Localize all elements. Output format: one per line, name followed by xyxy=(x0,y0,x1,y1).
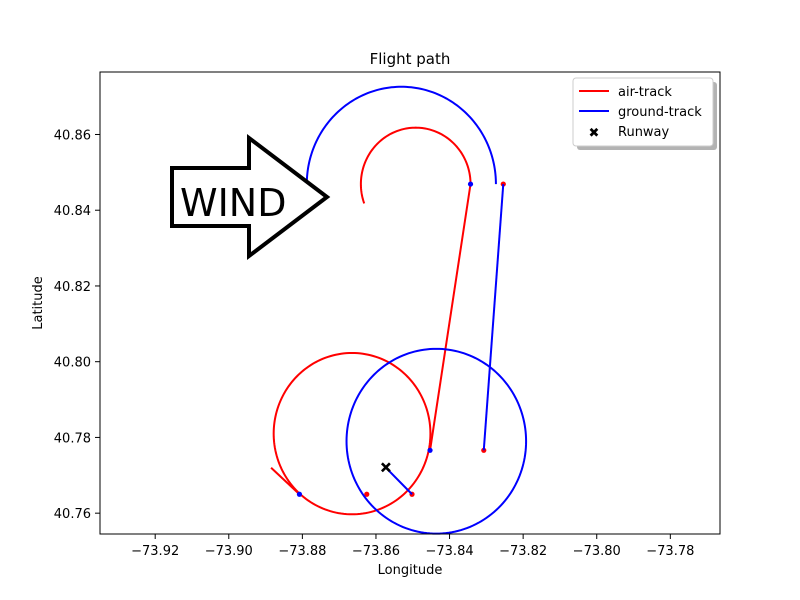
wind-annotation: WIND xyxy=(170,133,331,261)
ground-track-turn-arc xyxy=(305,85,497,185)
y-tick-label: 40.78 xyxy=(54,431,91,446)
y-tick-label: 40.86 xyxy=(54,128,91,143)
x-tick-label: −73.84 xyxy=(426,544,474,559)
x-tick-label: −73.90 xyxy=(205,544,253,559)
chart-title: Flight path xyxy=(370,50,451,68)
legend-label-ground-track: ground-track xyxy=(618,105,702,120)
x-axis: −73.92 −73.90 −73.88 −73.86 −73.84 −73.82 −73.… xyxy=(131,534,694,559)
air-track-marker xyxy=(364,491,370,497)
x-tick-label: −73.80 xyxy=(573,544,621,559)
ground-track-marker xyxy=(427,447,433,453)
legend-box xyxy=(572,77,714,147)
ground-track-straight-leg xyxy=(482,184,505,451)
series-runway xyxy=(380,462,391,473)
air-track-turn-arc xyxy=(359,126,472,204)
y-axis: 40.76 40.78 40.80 40.82 40.84 40.86 xyxy=(54,128,100,522)
ground-track-marker xyxy=(296,491,303,497)
y-tick-label: 40.76 xyxy=(54,507,91,522)
x-axis-label: Longitude xyxy=(378,563,443,578)
x-tick-label: −73.86 xyxy=(352,544,400,559)
legend-swatch-runway: ✖ xyxy=(589,126,600,141)
legend: air-track ground-track ✖ Runway xyxy=(572,77,717,150)
runway-marker xyxy=(380,462,391,473)
y-axis-label: Latitude xyxy=(31,276,46,330)
ground-track-marker xyxy=(467,181,474,187)
air-track-approach-line xyxy=(270,466,301,495)
air-track-straight-leg xyxy=(429,183,472,451)
series-air-track xyxy=(270,126,506,516)
series-ground-track xyxy=(296,85,528,535)
x-tick-label: −73.92 xyxy=(131,544,179,559)
axes-frame xyxy=(99,71,721,535)
x-tick-label: −73.78 xyxy=(646,544,694,559)
y-tick-label: 40.82 xyxy=(54,280,91,295)
x-tick-label: −73.88 xyxy=(278,544,326,559)
wind-arrow-icon xyxy=(170,133,331,261)
plot-area xyxy=(270,85,528,535)
legend-label-runway: Runway xyxy=(618,125,670,140)
ground-track-orbit-circle xyxy=(345,347,528,535)
x-tick-label: −73.82 xyxy=(499,544,547,559)
air-track-orbit-circle xyxy=(272,351,432,516)
y-tick-label: 40.80 xyxy=(54,356,91,371)
legend-label-air-track: air-track xyxy=(618,85,672,100)
ground-track-approach-line xyxy=(385,467,413,495)
wind-label: WIND xyxy=(180,181,286,225)
y-tick-label: 40.84 xyxy=(54,204,91,219)
runway-marker-stroke xyxy=(380,462,391,473)
